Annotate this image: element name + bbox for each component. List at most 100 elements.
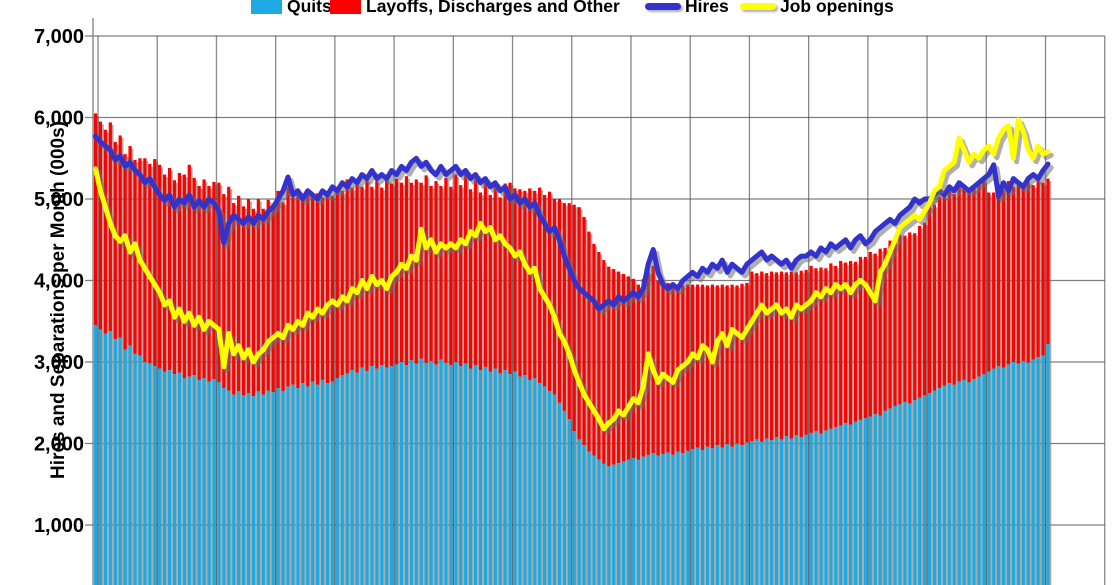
bar-shadow bbox=[332, 198, 336, 585]
quits-bar bbox=[848, 424, 853, 585]
bar-shadow bbox=[273, 207, 277, 585]
layoffs-bar bbox=[158, 164, 162, 369]
layoffs-bar bbox=[695, 284, 700, 448]
layoffs-bar bbox=[769, 271, 774, 441]
bar-shadow bbox=[1043, 185, 1047, 585]
quits-bar bbox=[429, 361, 433, 585]
bar-shadow bbox=[934, 207, 938, 585]
layoffs-bar bbox=[172, 180, 177, 375]
layoffs-bar bbox=[311, 197, 315, 382]
legend-item-layoffs[interactable]: Layoffs, Discharges and Other bbox=[330, 0, 620, 17]
quits-bar bbox=[557, 402, 561, 585]
quits-bar bbox=[997, 366, 1001, 585]
bar-shadow bbox=[411, 185, 415, 585]
quits-bar bbox=[148, 363, 152, 585]
quits-bar bbox=[261, 394, 265, 585]
layoffs-bar bbox=[903, 235, 907, 402]
layoffs-bar bbox=[824, 268, 828, 431]
bar-shadow bbox=[895, 243, 899, 585]
quits-bar bbox=[128, 345, 132, 585]
bar-shadow bbox=[742, 286, 746, 585]
quits-bar bbox=[503, 370, 507, 585]
layoffs-bar bbox=[192, 177, 196, 376]
layoffs-bar bbox=[858, 256, 863, 420]
legend-item-hires[interactable]: Hires bbox=[645, 0, 729, 17]
layoffs-bar bbox=[937, 196, 941, 389]
quits-bar bbox=[271, 392, 275, 585]
layoffs-bar bbox=[187, 164, 191, 377]
quits-bar bbox=[819, 433, 823, 585]
layoffs-bar bbox=[232, 203, 236, 395]
bar-shadow bbox=[243, 208, 247, 585]
layoffs-bar bbox=[888, 240, 892, 409]
bar-shadow bbox=[209, 188, 213, 585]
quits-bar bbox=[552, 394, 557, 585]
quits-bar bbox=[681, 453, 685, 585]
y-tick-label: 7,000 bbox=[34, 26, 84, 48]
quits-bar bbox=[626, 459, 631, 585]
quits-bar bbox=[913, 400, 917, 585]
bar-shadow bbox=[130, 148, 134, 585]
quits-bar bbox=[360, 367, 364, 585]
bar-shadow bbox=[821, 270, 825, 585]
layoffs-bar bbox=[730, 284, 734, 447]
bar-shadow bbox=[510, 185, 514, 585]
layoffs-bar bbox=[819, 267, 823, 434]
quits-bar bbox=[908, 403, 912, 585]
layoffs-bar bbox=[962, 187, 966, 380]
layoffs-bar bbox=[873, 253, 877, 415]
layoffs-bar bbox=[143, 158, 147, 362]
quits-bar bbox=[582, 445, 586, 585]
legend-item-quits[interactable]: Quits bbox=[251, 0, 332, 17]
layoffs-bar bbox=[98, 121, 103, 330]
bar-shadow bbox=[747, 285, 751, 585]
bar-shadow bbox=[811, 268, 815, 585]
layoffs-bar bbox=[375, 181, 379, 369]
quits-bar bbox=[1036, 357, 1040, 585]
bar-shadow bbox=[781, 274, 785, 585]
quits-bar bbox=[404, 365, 409, 585]
quits-bar bbox=[311, 381, 315, 585]
legend-item-job-openings[interactable]: Job openings bbox=[740, 0, 894, 17]
layoffs-bar bbox=[498, 197, 502, 374]
quits-bar bbox=[700, 450, 705, 585]
layoffs-bar bbox=[148, 163, 152, 364]
layoffs-bar bbox=[705, 285, 710, 447]
quits-bar bbox=[937, 388, 941, 585]
layoffs-bar bbox=[207, 185, 211, 382]
quits-bar bbox=[459, 366, 463, 585]
bar-shadow bbox=[643, 281, 647, 585]
quits-bar bbox=[320, 379, 325, 585]
layoffs-bar bbox=[444, 177, 448, 363]
bar-shadow bbox=[115, 144, 119, 585]
bar-shadow bbox=[436, 183, 440, 585]
quits-bar bbox=[602, 463, 606, 585]
quits-bar bbox=[621, 461, 626, 585]
bar-shadow bbox=[791, 274, 795, 585]
layoffs-bar bbox=[93, 113, 98, 326]
quits-bar bbox=[1006, 364, 1011, 585]
layoffs-bar bbox=[365, 179, 369, 371]
layoffs-bar bbox=[952, 194, 956, 385]
quits-bar bbox=[143, 362, 147, 585]
layoffs-bar bbox=[222, 194, 226, 389]
quits-bar bbox=[676, 451, 680, 585]
bar-shadow bbox=[184, 177, 188, 585]
quits-bar bbox=[641, 456, 645, 585]
y-tick-label: 4,000 bbox=[34, 271, 84, 293]
quits-bar bbox=[962, 379, 966, 585]
quits-bar bbox=[814, 431, 818, 585]
quits-bar bbox=[888, 408, 892, 585]
quits-bar bbox=[118, 337, 122, 585]
layoffs-bar bbox=[123, 154, 127, 350]
layoffs-bar bbox=[913, 233, 917, 401]
quits-bar bbox=[774, 436, 779, 585]
bar-shadow bbox=[283, 204, 287, 585]
layoffs-bar bbox=[893, 241, 897, 407]
quits-bar bbox=[1011, 362, 1016, 585]
layoffs-bar bbox=[656, 280, 660, 456]
quits-bar bbox=[488, 371, 492, 585]
quits-bar bbox=[286, 386, 290, 585]
quits-bar bbox=[799, 436, 803, 585]
layoffs-bar bbox=[587, 231, 591, 452]
